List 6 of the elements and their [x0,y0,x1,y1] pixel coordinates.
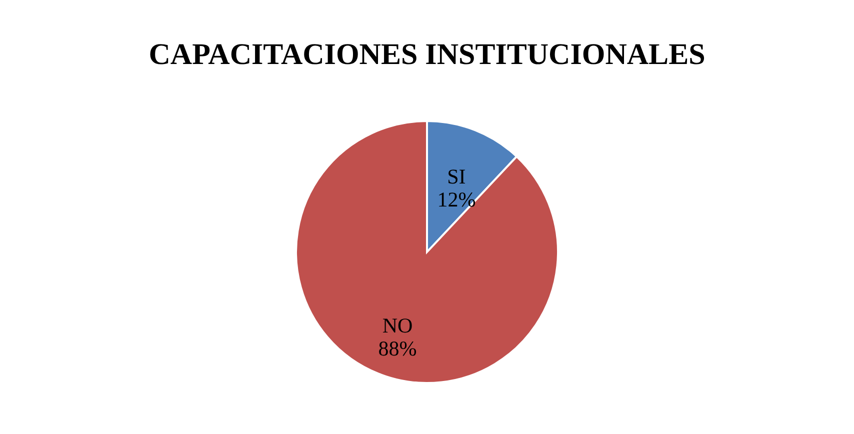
slice-label: SI [447,164,466,189]
slice-label: NO [382,313,413,338]
chart-title: CAPACITACIONES INSTITUCIONALES [148,38,706,71]
data-label: 88% [378,336,417,360]
pie-slice [295,120,559,384]
data-label: 12% [437,188,476,212]
